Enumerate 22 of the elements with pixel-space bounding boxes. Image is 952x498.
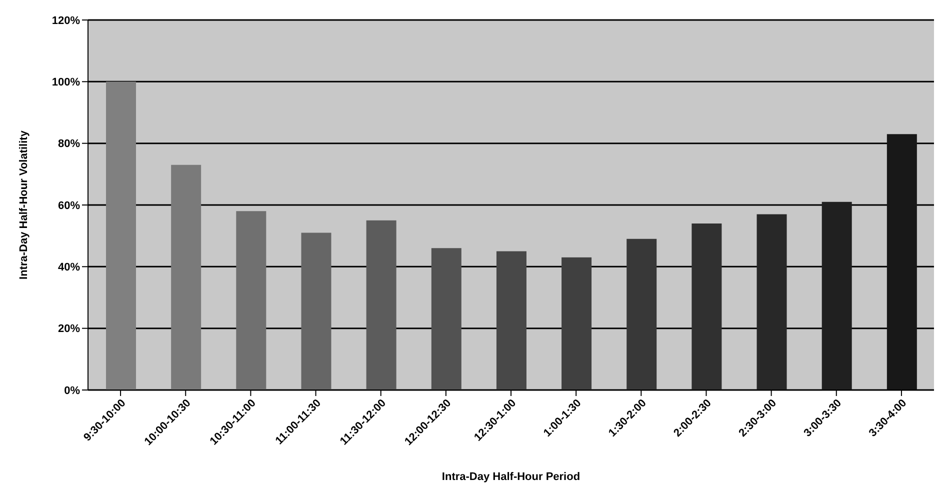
x-axis-title: Intra-Day Half-Hour Period xyxy=(442,471,580,483)
bar xyxy=(626,238,657,390)
y-tick-label: 40% xyxy=(58,262,80,274)
bar xyxy=(431,248,462,390)
y-tick-label: 100% xyxy=(52,76,80,89)
y-axis-title: Intra-Day Half-Hour Volatility xyxy=(18,130,30,280)
bar xyxy=(301,232,332,390)
bar xyxy=(366,220,396,390)
y-tick-label: 0% xyxy=(64,384,80,397)
y-tick-label: 20% xyxy=(58,323,80,336)
bar xyxy=(692,224,722,390)
y-tick-label: 60% xyxy=(58,200,80,212)
y-tick-label: 80% xyxy=(58,138,80,150)
bar xyxy=(171,164,202,390)
y-tick-label: 120% xyxy=(52,14,80,27)
bar xyxy=(496,251,526,390)
bar xyxy=(236,211,266,390)
bar xyxy=(106,82,136,390)
bar xyxy=(562,257,592,390)
bar xyxy=(822,202,852,390)
bar xyxy=(886,134,917,390)
bar xyxy=(756,214,787,390)
